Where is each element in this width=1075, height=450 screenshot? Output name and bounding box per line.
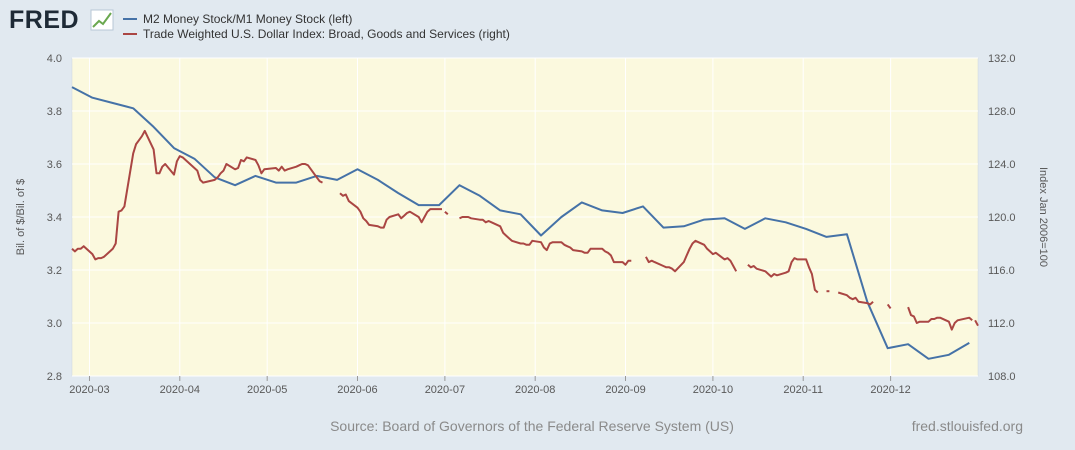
y-axis-left-label: Bil. of $/Bil. of $ <box>15 179 27 255</box>
fred-logo-text: FRED <box>9 6 79 34</box>
y-left-tick-label: 3.8 <box>47 106 62 118</box>
series-dollar-index-line <box>459 216 632 266</box>
series-dollar-index-line <box>339 192 442 229</box>
x-tick-label: 2020-11 <box>783 384 823 396</box>
y-axis-right-label: Index Jan 2006=100 <box>1037 167 1049 267</box>
fred-chart-icon-frame <box>90 9 114 31</box>
site-link[interactable]: fred.stlouisfed.org <box>912 418 1023 434</box>
y-left-tick-label: 4.0 <box>47 53 62 65</box>
x-tick-label: 2020-10 <box>693 384 733 396</box>
y-left-tick-label: 3.2 <box>47 265 62 277</box>
x-tick-label: 2020-09 <box>605 384 645 396</box>
y-right-tick-label: 124.0 <box>988 159 1016 171</box>
y-left-tick-label: 3.6 <box>47 159 62 171</box>
y-right-tick-label: 132.0 <box>988 53 1016 65</box>
y-right-tick-label: 112.0 <box>988 318 1015 330</box>
series-dollar-index-line <box>645 239 738 273</box>
y-right-tick-label: 120.0 <box>988 212 1016 224</box>
series-dollar-index-line <box>747 257 819 294</box>
y-left-tick-label: 3.4 <box>47 212 62 224</box>
y-axis-left: 2.8 3.0 3.2 3.4 3.6 3.8 4.0 <box>47 53 62 383</box>
x-tick-label: 2020-12 <box>870 384 910 396</box>
y-right-tick-label: 108.0 <box>988 371 1016 383</box>
y-axis-right: 108.0 112.0 116.0 120.0 124.0 128.0 132.0 <box>988 53 1016 383</box>
fred-chart-icon <box>90 9 114 31</box>
y-left-tick-label: 2.8 <box>47 371 62 383</box>
x-tick-label: 2020-03 <box>69 384 109 396</box>
legend-label: Trade Weighted U.S. Dollar Index: Broad,… <box>143 27 510 41</box>
y-right-tick-label: 128.0 <box>988 106 1016 118</box>
x-tick-label: 2020-08 <box>515 384 555 396</box>
legend-label: M2 Money Stock/M1 Money Stock (left) <box>143 12 352 26</box>
series-dollar-index-line <box>886 303 892 309</box>
series-dollar-index-line <box>974 319 979 327</box>
x-tick-label: 2020-05 <box>247 384 287 396</box>
x-tick-label: 2020-06 <box>337 384 377 396</box>
grid <box>72 57 978 377</box>
source-note: Source: Board of Governors of the Federa… <box>330 418 734 434</box>
series-dollar-index-line <box>837 291 874 306</box>
fred-logo[interactable]: FRED <box>9 6 114 34</box>
legend: M2 Money Stock/M1 Money Stock (left)Trad… <box>123 12 510 41</box>
x-axis: 2020-03 2020-04 2020-05 2020-06 2020-07 2020-… <box>69 376 911 396</box>
series-dollar-index-line <box>71 129 323 261</box>
x-tick-label: 2020-07 <box>425 384 465 396</box>
series-lines <box>71 86 979 360</box>
series-m2-m1-line <box>71 86 970 360</box>
x-tick-label: 2020-04 <box>160 384 200 396</box>
y-right-tick-label: 116.0 <box>988 265 1015 277</box>
y-left-tick-label: 3.0 <box>47 318 62 330</box>
fred-chart-icon-line <box>92 12 112 28</box>
series-dollar-index-line <box>907 306 973 331</box>
series-dollar-index-line <box>444 210 449 216</box>
